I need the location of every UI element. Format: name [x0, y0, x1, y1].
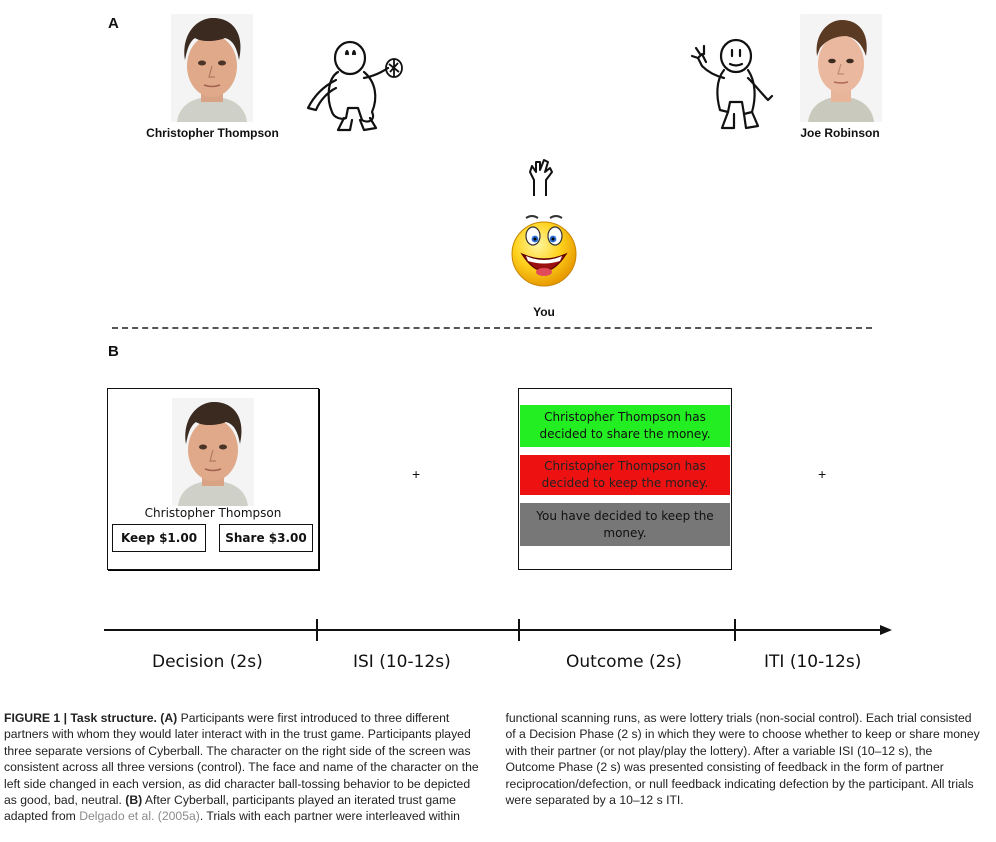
left-partner-name: Christopher Thompson [146, 126, 279, 140]
phase-isi-label: ISI (10-12s) [353, 652, 451, 672]
phase-iti-label: ITI (10-12s) [764, 652, 862, 672]
outcome-share-message: Christopher Thompson has decided to shar… [520, 405, 730, 447]
caption-marker-a: (A) [160, 711, 178, 725]
timeline-axis [104, 619, 892, 641]
figure-label: FIGURE 1 | Task structure. [4, 711, 157, 725]
share-button[interactable]: Share $3.00 [219, 524, 313, 552]
outcome-screen: Christopher Thompson has decided to shar… [518, 388, 732, 570]
iti-fixation-cross: + [818, 466, 827, 482]
you-label: You [533, 305, 555, 319]
decision-screen: Christopher Thompson Keep $1.00 Share $3… [107, 388, 319, 570]
caption-marker-b: (B) [125, 793, 143, 808]
keep-button[interactable]: Keep $1.00 [112, 524, 206, 552]
outcome-keep-message: Christopher Thompson has decided to keep… [520, 455, 730, 495]
phase-outcome-label: Outcome (2s) [566, 652, 682, 672]
cyberball-left-character [306, 40, 403, 132]
caption-text-c: . Trials with each partner were interlea… [199, 711, 980, 824]
caption-text-a: Participants were first introduced to th… [4, 711, 479, 808]
decision-partner-name: Christopher Thompson [144, 506, 282, 520]
player-glove-icon [529, 159, 553, 196]
panel-b-label: B [108, 343, 119, 360]
player-smiley-icon [511, 215, 577, 287]
panel-separator [112, 327, 872, 329]
left-partner-photo [171, 14, 253, 122]
outcome-self-message: You have decided to keep the money. [520, 503, 730, 546]
phase-decision-label: Decision (2s) [152, 652, 263, 672]
decision-partner-photo [172, 398, 254, 506]
right-partner-name: Joe Robinson [800, 126, 880, 140]
panel-a-label: A [108, 15, 119, 32]
isi-fixation-cross: + [412, 466, 421, 482]
caption-citation-link[interactable]: Delgado et al. (2005a) [79, 809, 200, 824]
figure-caption: FIGURE 1 | Task structure. (A) Participa… [4, 710, 981, 838]
caption-text-b: After Cyberball, participants played an … [4, 793, 456, 824]
cyberball-right-character [690, 38, 774, 130]
right-partner-photo [800, 14, 882, 122]
